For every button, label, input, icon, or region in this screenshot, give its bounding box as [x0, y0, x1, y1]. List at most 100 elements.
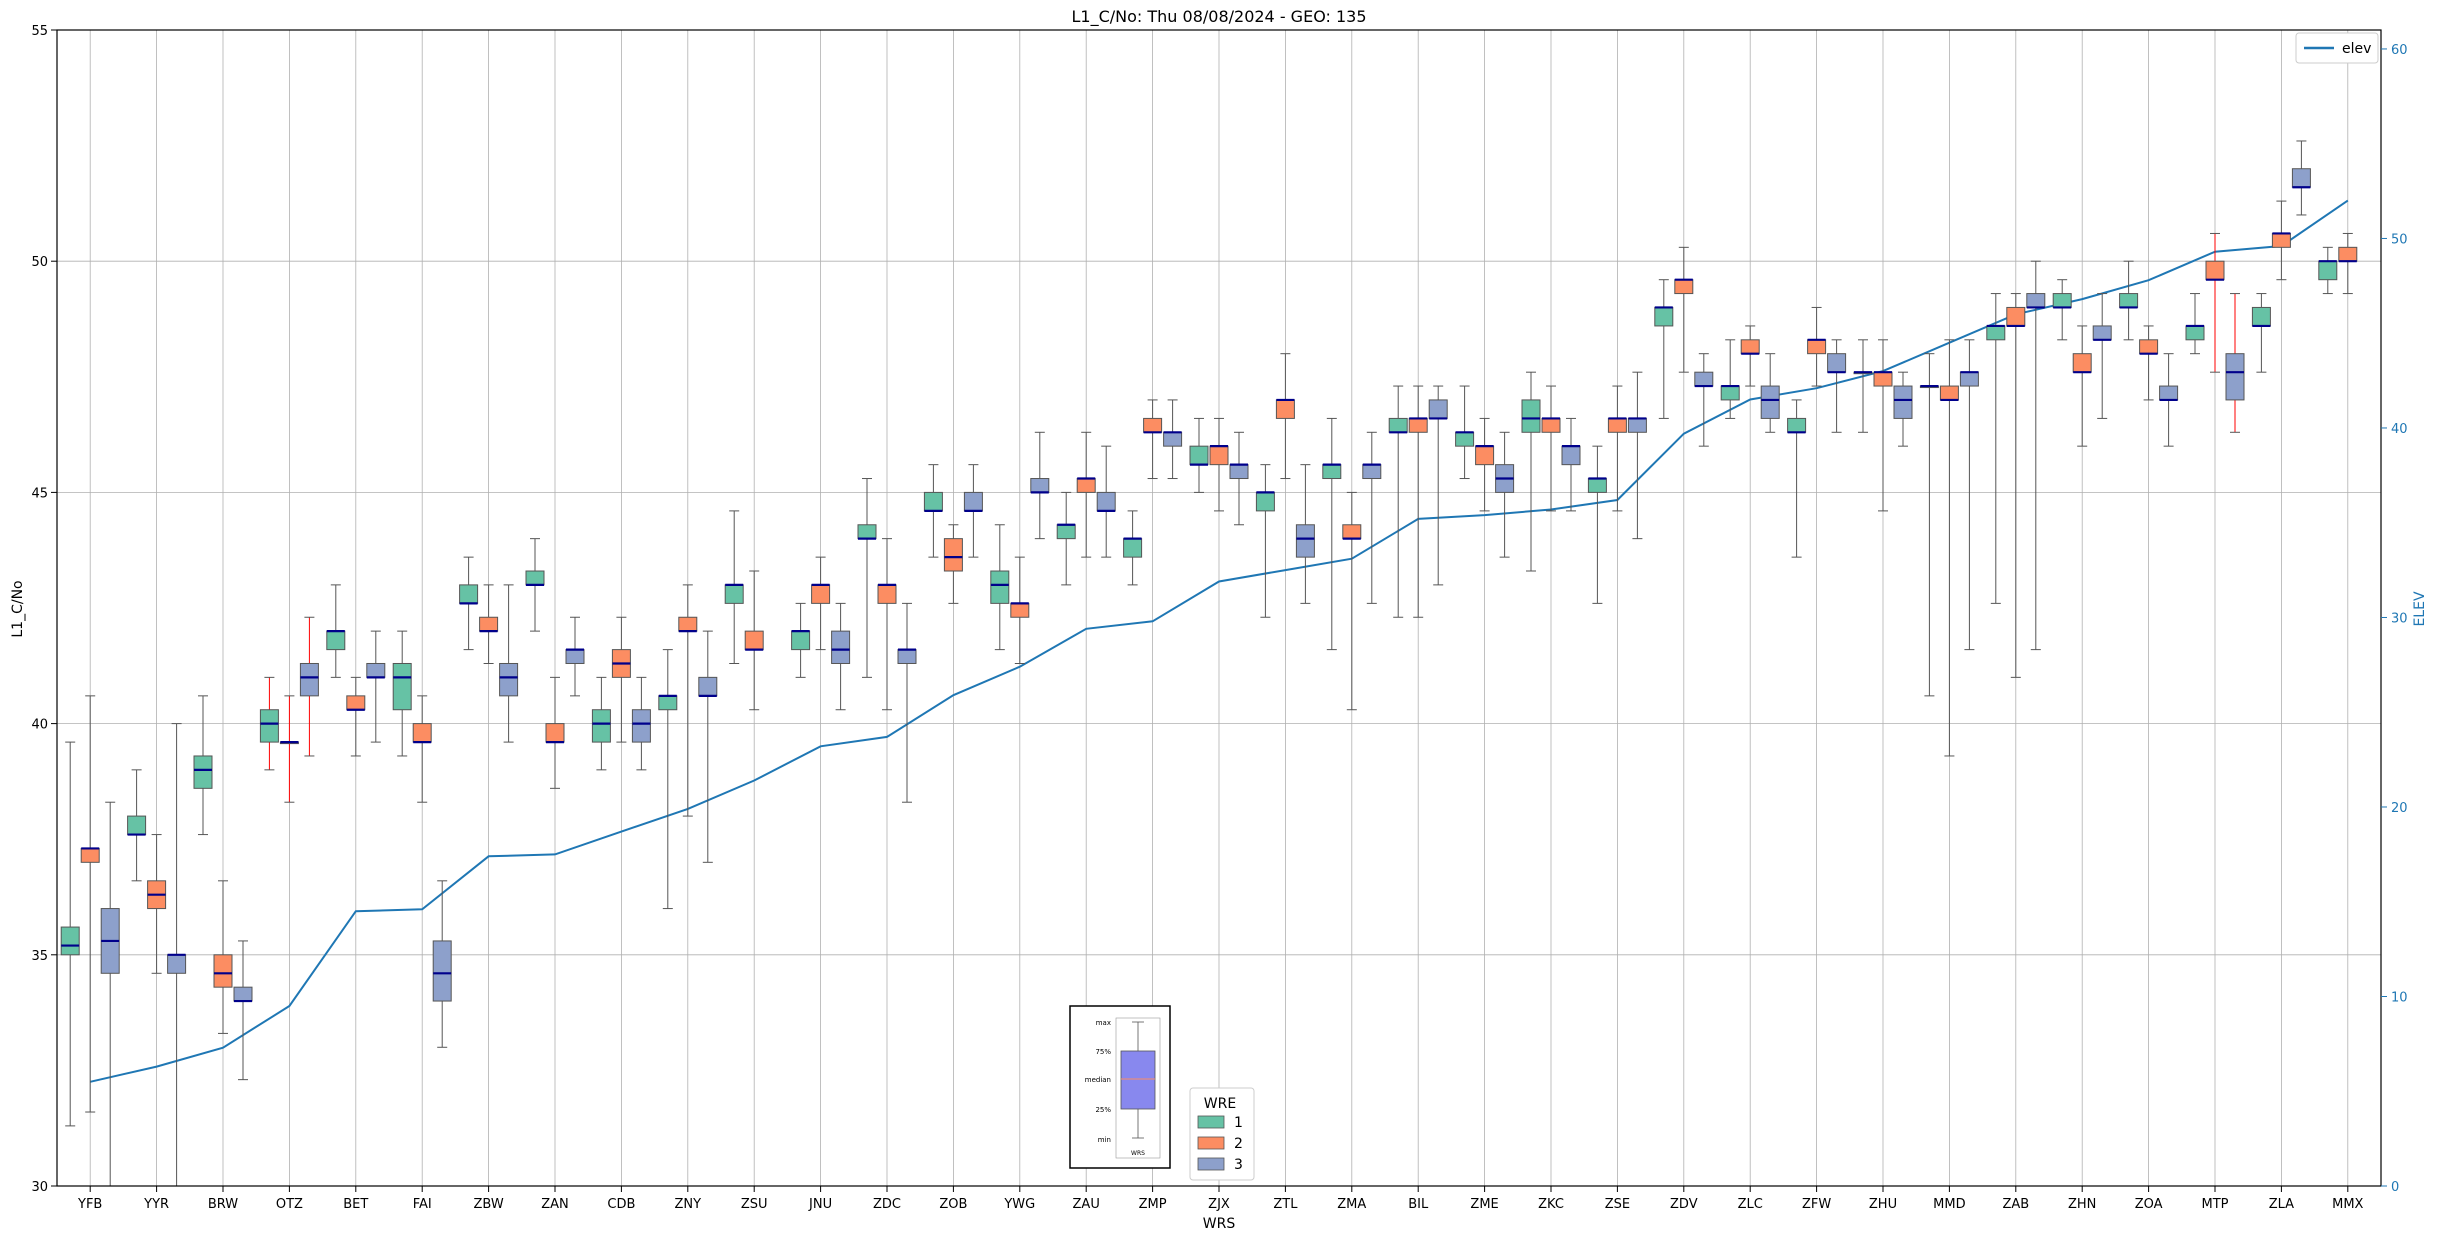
box-ZNY-2 [678, 584, 698, 817]
box-ZDV-2 [1674, 246, 1694, 373]
box-ZMA-3 [1362, 431, 1382, 604]
wre-legend-title: WRE [1204, 1096, 1236, 1112]
box-body [1010, 602, 1030, 618]
box-MTP-2 [2205, 232, 2225, 373]
box-body [923, 491, 943, 512]
box-ZHN-2 [2072, 325, 2092, 447]
x-axis: YFB YYR BRW OTZ BET FAI ZBW ZAN CDB ZNY ZSU JNU ZDC Z… [77, 1186, 2364, 1212]
elev-line [89, 199, 2349, 1083]
box-ZJX-1 [1189, 417, 1209, 493]
box-ZOA-1 [2119, 260, 2139, 341]
box-body [1674, 279, 1694, 295]
box-body [2271, 232, 2291, 248]
box-ZLA-3 [2291, 140, 2311, 216]
x-tick-label: ZDC [873, 1197, 901, 1212]
box-ZSE-1 [1587, 445, 1607, 604]
y-axis-right-label: ELEV [2412, 591, 2428, 626]
x-tick-label: ZSU [741, 1197, 768, 1212]
box-BIL-3 [1428, 385, 1448, 586]
box-body [193, 755, 213, 789]
box-ZNY-1 [658, 649, 678, 910]
box-body [80, 847, 100, 863]
x-tick-label: ZAU [1073, 1197, 1100, 1212]
box-body [366, 662, 386, 678]
box-ZAU-1 [1056, 491, 1076, 586]
box-BRW-3 [233, 940, 253, 1081]
box-ZLC-2 [1740, 325, 1760, 387]
box-body [127, 815, 147, 836]
box-ZAB-3 [2026, 260, 2046, 651]
box-ZAU-2 [1076, 431, 1096, 558]
box-body [1959, 371, 1979, 387]
wre-legend-entry-2: 2 [1234, 1136, 1243, 1152]
box-BET-2 [346, 676, 366, 757]
x-axis-label: WRS [1203, 1216, 1236, 1232]
y-tick-label: 55 [31, 24, 48, 39]
box-body [631, 709, 651, 743]
box-JNU-2 [811, 556, 831, 651]
y-right-tick-label: 20 [2391, 801, 2408, 816]
box-ZDC-1 [857, 478, 877, 678]
box-OTZ-3 [299, 616, 319, 757]
box-body [1275, 399, 1295, 419]
box-body [1720, 385, 1740, 401]
box-YFB-1 [60, 741, 80, 1127]
y-tick-label: 40 [31, 718, 48, 733]
x-tick-label: ZLC [1738, 1197, 1763, 1212]
box-ZOB-3 [963, 464, 983, 558]
box-body [2092, 325, 2112, 341]
box-body [525, 570, 545, 586]
box-ZME-2 [1475, 417, 1495, 512]
box-body [943, 538, 963, 572]
y-tick-label: 45 [31, 486, 48, 501]
elev-legend-label: elev [2342, 41, 2371, 57]
box-ZJX-2 [1209, 417, 1229, 512]
box-body [2225, 353, 2245, 401]
box-body [565, 649, 585, 664]
box-body [60, 926, 80, 956]
box-MMD-3 [1959, 339, 1979, 651]
x-tick-label: BET [343, 1197, 368, 1212]
box-body [1076, 478, 1096, 493]
box-body [1607, 417, 1627, 433]
box-ZLA-1 [2251, 293, 2271, 373]
inset-label-min: min [1098, 1136, 1111, 1144]
box-YWG-3 [1030, 431, 1050, 540]
box-body [1322, 464, 1342, 480]
box-body [1030, 478, 1050, 493]
box-body [326, 630, 346, 651]
box-ZOA-3 [2159, 353, 2179, 447]
box-body [1342, 524, 1362, 540]
box-YFB-3 [100, 801, 120, 1187]
wre-legend-entry-1: 1 [1234, 1115, 1243, 1131]
box-body [1986, 325, 2006, 341]
x-tick-label: ZTL [1273, 1197, 1298, 1212]
box-body [744, 630, 764, 651]
box-ZBW-3 [499, 584, 519, 743]
y-right-tick-label: 30 [2391, 611, 2408, 626]
box-body [1654, 306, 1674, 327]
box-body [1408, 417, 1428, 433]
box-MTP-3 [2225, 293, 2245, 433]
box-YWG-2 [1010, 556, 1030, 664]
box-MTP-1 [2185, 293, 2205, 355]
box-YWG-1 [990, 524, 1010, 651]
box-body [678, 616, 698, 632]
box-ZKC-1 [1521, 371, 1541, 572]
box-body [299, 662, 319, 697]
box-body [459, 584, 479, 604]
x-tick-label: ZFW [1802, 1197, 1831, 1212]
box-ZNY-3 [698, 630, 718, 863]
y-axis-label: L1_C/No [10, 580, 26, 637]
x-tick-label: ZME [1470, 1197, 1498, 1212]
x-tick-label: ZMP [1139, 1197, 1167, 1212]
box-ZMA-1 [1322, 417, 1342, 651]
box-ZTL-3 [1295, 464, 1315, 604]
box-ZME-3 [1495, 431, 1515, 558]
box-BRW-2 [213, 880, 233, 1034]
box-ZME-1 [1455, 385, 1475, 480]
box-FAI-3 [432, 880, 452, 1048]
box-ZFW-3 [1827, 339, 1847, 433]
box-ZHN-1 [2052, 279, 2072, 341]
box-ZJX-3 [1229, 431, 1249, 526]
